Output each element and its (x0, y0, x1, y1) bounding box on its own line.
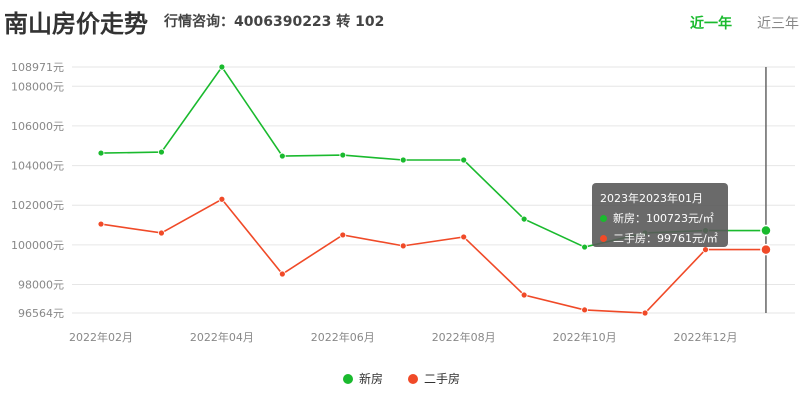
data-point (158, 229, 165, 237)
tooltip-row-second: 二手房：99761元/㎡ (600, 229, 720, 249)
tooltip-row-new: 新房：100723元/㎡ (600, 209, 720, 229)
tab-three-years[interactable]: 近三年 (757, 16, 799, 32)
data-point (399, 242, 407, 250)
y-tick-label: 104000元 (11, 160, 64, 173)
data-point (97, 149, 105, 157)
tooltip-second-value: 二手房：99761元/㎡ (613, 232, 718, 245)
data-point (460, 156, 468, 164)
data-point (520, 291, 528, 299)
tab-one-year[interactable]: 近一年 (690, 16, 732, 32)
legend-new-icon (343, 374, 353, 384)
data-point (339, 151, 347, 159)
y-tick-label: 96564元 (18, 307, 64, 320)
x-tick-label: 2022年04月 (190, 330, 254, 344)
y-tick-label: 108000元 (11, 80, 64, 93)
legend-second[interactable]: 二手房 (408, 370, 460, 387)
data-point (641, 309, 649, 317)
data-point (760, 224, 772, 237)
x-tick-label: 2022年10月 (553, 330, 617, 344)
y-tick-label: 102000元 (11, 199, 64, 212)
data-point (520, 215, 528, 223)
data-point (460, 233, 468, 241)
data-point (218, 63, 226, 71)
legend-second-icon (408, 374, 418, 384)
x-tick-label: 2022年02月 (69, 330, 133, 344)
x-tick-label: 2022年06月 (311, 330, 375, 344)
legend-new-label: 新房 (359, 372, 384, 386)
tooltip-new-value: 新房：100723元/㎡ (613, 212, 714, 225)
data-point (158, 148, 165, 156)
data-point (278, 270, 286, 278)
y-tick-label: 108971元 (11, 61, 64, 74)
x-tick-label: 2022年12月 (674, 330, 738, 344)
data-point (339, 231, 347, 239)
y-tick-label: 106000元 (11, 120, 64, 133)
hotline-text: 行情咨询：4006390223 转 102 (164, 14, 385, 30)
y-tick-label: 100000元 (11, 239, 64, 252)
data-point (218, 195, 226, 203)
data-point (760, 243, 772, 256)
tooltip-title: 2023年2023年01月 (600, 192, 703, 205)
page-title: 南山房价走势 (4, 10, 148, 38)
data-point (581, 243, 588, 251)
data-point (399, 156, 407, 164)
data-point (581, 306, 588, 314)
legend-new[interactable]: 新房 (343, 370, 383, 387)
second-dot-icon (600, 235, 607, 242)
tooltip: 2023年2023年01月 新房：100723元/㎡ 二手房：99761元/㎡ (592, 183, 728, 247)
legend-second-label: 二手房 (424, 372, 461, 386)
x-tick-label: 2022年08月 (432, 330, 496, 344)
new-dot-icon (600, 215, 607, 222)
y-tick-label: 98000元 (18, 279, 64, 292)
series-line-second (100, 198, 766, 314)
data-point (278, 152, 286, 160)
data-point (97, 220, 105, 228)
